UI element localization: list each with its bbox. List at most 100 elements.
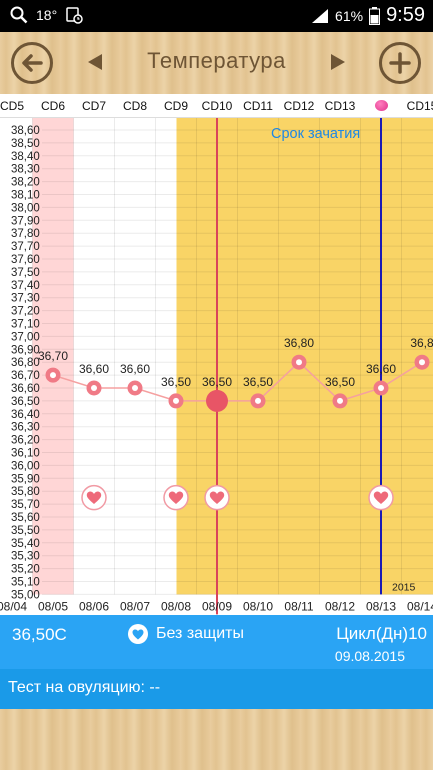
x-tick-label: 08/13 xyxy=(366,599,396,613)
point-value-label: 36,50 xyxy=(325,375,355,389)
x-tick-label: 08/08 xyxy=(161,599,191,613)
cycle-day-label: CD11 xyxy=(243,99,273,113)
y-tick-label: 35,80 xyxy=(11,486,40,498)
cycle-day-label: CD12 xyxy=(283,99,315,113)
ovulation-test-label: Тест на овуляцию: -- xyxy=(8,679,161,696)
heart-icon xyxy=(209,491,225,504)
y-tick-label: 35,60 xyxy=(11,512,40,524)
y-tick-label: 36,50 xyxy=(11,396,40,408)
cycle-day-label: CD8 xyxy=(122,99,147,113)
y-tick-label: 37,80 xyxy=(11,228,40,240)
weather-temp: 18° xyxy=(36,7,58,23)
y-tick-label: 38,50 xyxy=(11,138,40,150)
cycle-day-label: CD5 xyxy=(0,99,24,113)
y-tick-label: 38,30 xyxy=(11,164,40,176)
cycle-day-label: CD9 xyxy=(163,99,188,113)
fertile-window-label: Срок зачатия xyxy=(271,126,360,142)
y-tick-label: 36,90 xyxy=(11,344,40,356)
protection-status: Без защиты xyxy=(128,624,244,644)
y-tick-label: 36,80 xyxy=(11,357,40,369)
heart-icon xyxy=(168,491,184,504)
temperature-point-center xyxy=(50,372,56,379)
y-tick-label: 35,40 xyxy=(11,538,40,550)
x-tick-label: 08/06 xyxy=(79,599,109,613)
cycle-day-row: CD5 CD6 CD7 CD8 CD9 CD10 CD11 CD12 CD13 CD15 xyxy=(0,94,433,118)
y-tick-label: 35,30 xyxy=(11,551,40,563)
y-tick-label: 35,20 xyxy=(11,564,40,576)
ovulation-test-bar[interactable]: Тест на овуляцию: -- xyxy=(0,669,433,709)
cycle-day-label: CD15 xyxy=(406,99,433,113)
add-button[interactable] xyxy=(379,42,421,84)
next-arrow-icon[interactable] xyxy=(325,50,349,74)
y-tick-label: 38,10 xyxy=(11,190,40,202)
signal-icon xyxy=(312,8,329,23)
x-tick-label: 08/12 xyxy=(325,599,355,613)
x-tick-label: 08/09 xyxy=(202,599,232,613)
temperature-line xyxy=(52,361,423,402)
temperature-point-center xyxy=(337,397,343,404)
battery-percent: 61% xyxy=(335,7,364,24)
cycle-day-label: CD7 xyxy=(81,99,106,113)
back-button[interactable] xyxy=(11,42,53,84)
y-tick-label: 35,10 xyxy=(11,577,40,589)
selected-temperature: 36,50C xyxy=(12,625,67,644)
y-tick-label: 38,20 xyxy=(11,177,40,189)
y-tick-label: 35,70 xyxy=(11,499,40,511)
fertile-band xyxy=(176,118,433,595)
chart-svg: 38,6038,5038,4038,3038,2038,1038,0037,90… xyxy=(0,118,433,615)
y-tick-label: 37,00 xyxy=(11,331,40,343)
temperature-point-center xyxy=(91,385,97,391)
bottom-wood-panel xyxy=(0,709,433,770)
temperature-point-center xyxy=(378,385,384,391)
y-tick-label: 37,50 xyxy=(11,267,40,279)
y-tick-label: 37,40 xyxy=(11,280,40,292)
temperature-point-center xyxy=(419,359,425,366)
y-tick-label: 38,60 xyxy=(11,125,40,137)
status-bar: 18° 61% 9:59 xyxy=(0,0,433,32)
y-tick-label: 35,00 xyxy=(11,589,40,601)
arrow-left-icon xyxy=(22,54,43,72)
search-icon xyxy=(10,6,28,24)
temperature-point xyxy=(206,389,228,412)
y-tick-label: 38,40 xyxy=(11,151,40,163)
pink-band xyxy=(32,118,74,595)
y-tick-label: 35,50 xyxy=(11,525,40,537)
year-label: 2015 xyxy=(392,581,416,593)
point-value-label: 36,60 xyxy=(366,362,396,376)
point-value-label: 36,80 xyxy=(284,336,314,350)
selected-day-info: 36,50C Без защиты Цикл(Дн)10 09.08.2015 xyxy=(0,615,433,669)
point-value-label: 36,60 xyxy=(120,362,150,376)
y-tick-label: 36,10 xyxy=(11,448,40,460)
temperature-point-center xyxy=(296,359,302,366)
point-value-label: 36,50 xyxy=(243,375,273,389)
x-tick-label: 08/10 xyxy=(243,599,273,613)
x-tick-label: 08/11 xyxy=(284,599,313,613)
cycle-day-label: Цикл(Дн)10 xyxy=(336,624,427,643)
header-bar: Температура xyxy=(0,32,433,94)
temperature-point-center xyxy=(255,397,261,404)
y-tick-label: 36,30 xyxy=(11,422,40,434)
y-tick-label: 37,30 xyxy=(11,293,40,305)
heart-icon xyxy=(128,624,148,644)
y-tick-label: 37,60 xyxy=(11,254,40,266)
protection-label: Без защиты xyxy=(156,625,244,642)
temperature-point-center xyxy=(173,397,179,404)
page-title: Температура xyxy=(147,48,286,73)
y-tick-label: 37,90 xyxy=(11,215,40,227)
y-tick-label: 38,00 xyxy=(11,202,40,214)
point-value-label: 36,70 xyxy=(38,349,68,363)
x-tick-label: 08/14 xyxy=(407,599,433,613)
temperature-chart[interactable]: 38,60 38,50 38,40 38,30 38,20 38,10 38,00 37,90… xyxy=(0,118,433,615)
temperature-point-center xyxy=(132,385,138,391)
x-tick-label: 08/04 xyxy=(0,599,27,613)
previous-arrow-icon[interactable] xyxy=(84,50,108,74)
point-value-label: 36,50 xyxy=(161,375,191,389)
cycle-day-label: CD13 xyxy=(324,99,356,113)
y-tick-label: 37,20 xyxy=(11,306,40,318)
y-tick-label: 37,10 xyxy=(11,319,40,331)
plus-icon xyxy=(389,52,411,74)
x-tick-label: 08/07 xyxy=(120,599,150,613)
point-value-label: 36,50 xyxy=(202,375,232,389)
ovulation-day-marker-icon xyxy=(375,100,388,111)
selected-date: 09.08.2015 xyxy=(334,648,405,664)
